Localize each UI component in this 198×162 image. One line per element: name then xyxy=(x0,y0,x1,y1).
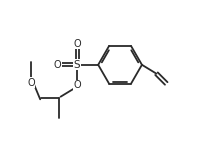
Text: O: O xyxy=(73,80,81,90)
Text: S: S xyxy=(74,60,80,70)
Text: O: O xyxy=(27,78,35,88)
Text: O: O xyxy=(54,60,62,70)
Text: O: O xyxy=(73,39,81,49)
